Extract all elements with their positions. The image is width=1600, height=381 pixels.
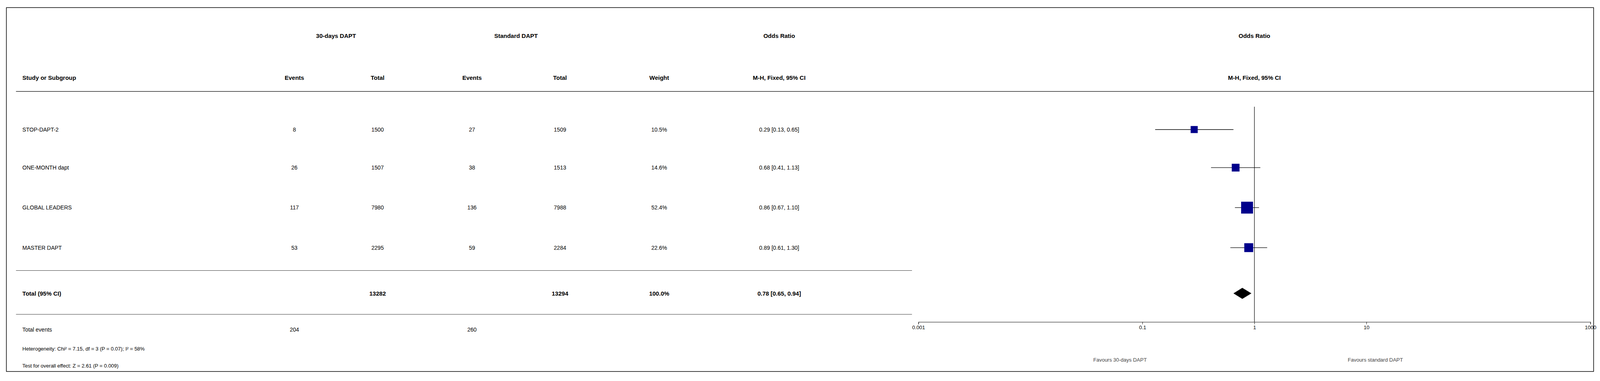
table-cell: 0.86 [0.67, 1.10] <box>759 204 800 211</box>
total-events-label: Total events <box>22 326 53 334</box>
column-group: Standard DAPT <box>494 32 538 40</box>
table-cell: 13294 <box>551 290 569 298</box>
axis-line <box>918 322 1591 325</box>
table-cell: 1507 <box>371 164 384 171</box>
table-cell: 204 <box>289 326 300 334</box>
plot-area <box>1155 106 1268 323</box>
table-cell: 10.5% <box>651 126 668 133</box>
table-cell: 0.89 [0.61, 1.30] <box>759 244 800 252</box>
reference-line <box>1254 106 1255 323</box>
column-header: Events <box>284 74 304 82</box>
table-cell: 27 <box>468 126 476 133</box>
tick-label: 10 <box>1363 324 1370 331</box>
study-label: ONE-MONTH dapt <box>22 164 70 171</box>
tick-label: 1 <box>1253 324 1256 331</box>
table-cell: 8 <box>292 126 296 133</box>
table-cell: 52.4% <box>651 204 668 211</box>
column-header: M-H, Fixed, 95% CI <box>1228 74 1281 82</box>
x-axis: 0.001 0.1 1 10 1000 <box>911 322 1597 331</box>
table-cell: 53 <box>291 244 298 252</box>
header-separator <box>15 91 1594 92</box>
tick-label: 1000 <box>1584 324 1597 331</box>
column-header: Weight <box>649 74 670 82</box>
tick-mark <box>1254 322 1255 325</box>
tick-mark <box>1142 322 1143 325</box>
table-cell: 14.6% <box>651 164 668 171</box>
annotation: Test for overall effect: Z = 2.61 (P = 0… <box>22 363 119 370</box>
table-cell: 2295 <box>371 244 384 252</box>
table-cell: 0.68 [0.41, 1.13] <box>759 164 800 171</box>
table-cell: 59 <box>468 244 476 252</box>
border <box>6 7 1594 372</box>
tick: 1 <box>1253 322 1256 331</box>
table-cell: 7988 <box>553 204 567 211</box>
study-label: GLOBAL LEADERS <box>22 204 73 211</box>
study-square <box>1231 163 1240 172</box>
annotation: Heterogeneity: Chi² = 7.15, df = 3 (P = … <box>22 346 145 353</box>
total-separator <box>15 270 912 272</box>
table-cell: 0.29 [0.13, 0.65] <box>759 126 800 133</box>
column-header: Study or Subgroup <box>22 74 77 82</box>
study-label: STOP-DAPT-2 <box>22 126 59 133</box>
column-header: Events <box>462 74 482 82</box>
tick: 0.001 <box>911 322 926 331</box>
tick: 1000 <box>1584 322 1597 331</box>
table-cell: 117 <box>290 204 300 211</box>
table-cell: 2284 <box>553 244 567 252</box>
tick-label: 0.1 <box>1139 324 1147 331</box>
table-cell: 1513 <box>553 164 567 171</box>
total-diamond <box>1233 288 1252 300</box>
tick-mark <box>918 322 919 325</box>
column-header: M-H, Fixed, 95% CI <box>752 74 806 82</box>
study-square <box>1244 243 1254 253</box>
tick-mark <box>1590 322 1591 325</box>
column-group: Odds Ratio <box>763 32 795 40</box>
column-header: Total <box>370 74 385 82</box>
tick-label: 0.001 <box>911 324 926 331</box>
tick: 0.1 <box>1139 322 1147 331</box>
table-cell: 0.78 [0.65, 0.94] <box>757 290 801 298</box>
chart: 30-days DAPT Standard DAPT Odds Ratio Odds … <box>0 0 1600 381</box>
column-group: 30-days DAPT <box>316 32 357 40</box>
total-label: Total (95% CI) <box>22 290 62 298</box>
column-group: Odds Ratio <box>1238 32 1271 40</box>
axis-label: Favours 30-days DAPT <box>1093 357 1147 364</box>
axis-label: Favours standard DAPT <box>1347 357 1403 364</box>
table-cell: 1500 <box>371 126 384 133</box>
tick-mark <box>1366 322 1367 325</box>
table-cell: 260 <box>467 326 477 334</box>
table-cell: 1509 <box>553 126 567 133</box>
table-cell: 136 <box>467 204 477 211</box>
total-separator <box>15 314 912 315</box>
table-cell: 13282 <box>369 290 387 298</box>
table-cell: 22.6% <box>651 244 668 252</box>
table-cell: 7980 <box>371 204 384 211</box>
table-cell: 38 <box>468 164 476 171</box>
table-cell: 100.0% <box>649 290 670 298</box>
study-square <box>1241 201 1254 214</box>
table-cell: 26 <box>291 164 298 171</box>
study-label: MASTER DAPT <box>22 244 63 252</box>
tick: 10 <box>1363 322 1370 331</box>
study-square <box>1190 126 1198 134</box>
column-header: Total <box>553 74 567 82</box>
